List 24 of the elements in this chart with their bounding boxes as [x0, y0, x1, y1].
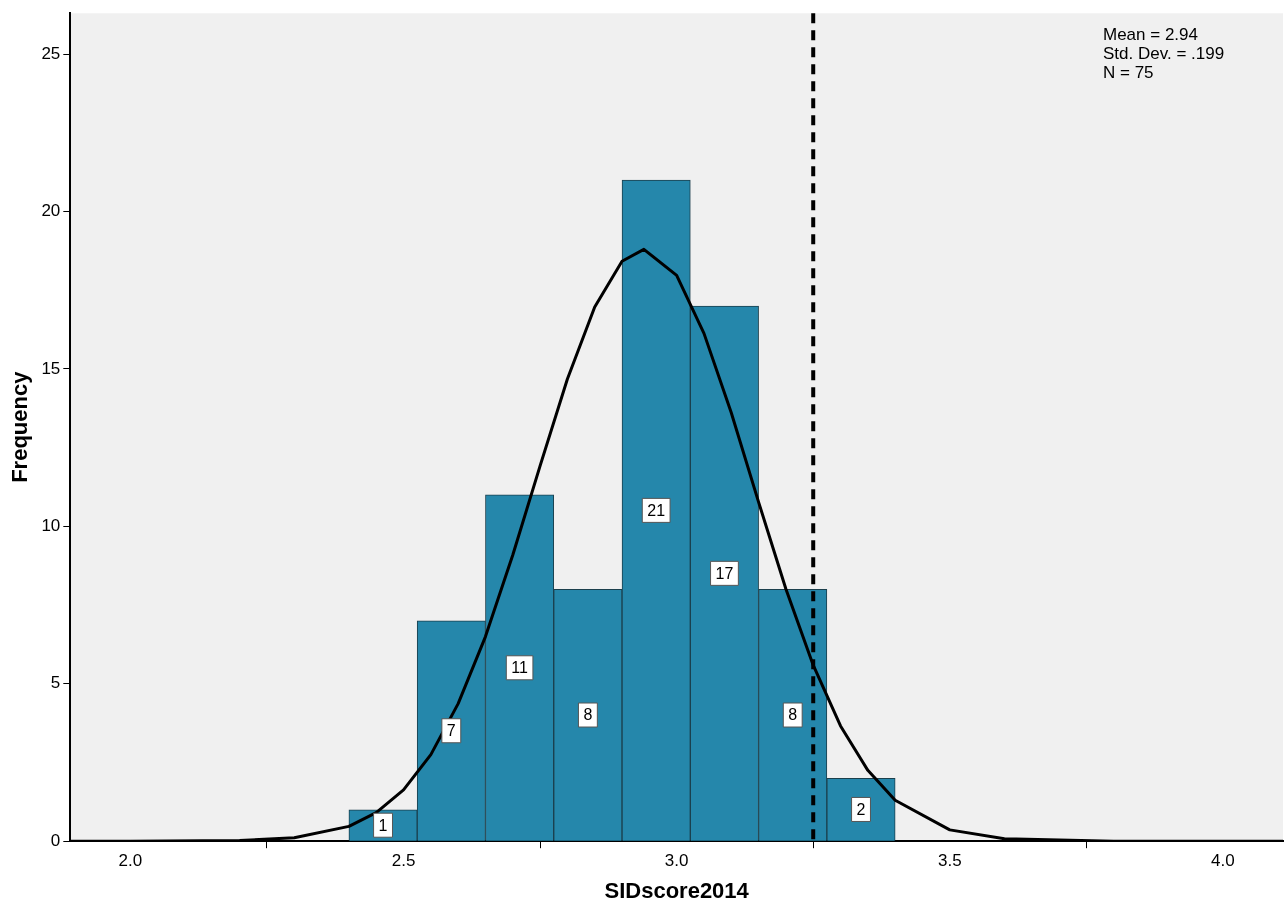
- x-tick-label: 3.5: [937, 851, 962, 871]
- data-label: 8: [788, 706, 798, 724]
- data-label: 1: [378, 816, 388, 834]
- x-axis-title: SIDscore2014: [604, 877, 750, 903]
- data-label: 11: [511, 659, 529, 677]
- y-tick-label: 0: [50, 830, 61, 850]
- y-tick-label: 25: [41, 43, 61, 63]
- data-label: 17: [715, 564, 734, 582]
- data-label: 8: [583, 706, 593, 724]
- y-tick-label: 10: [41, 516, 61, 536]
- annotation: N = 75: [1103, 63, 1154, 83]
- y-axis-title: Frequency: [7, 370, 33, 483]
- data-label: 2: [856, 800, 866, 818]
- y-tick-label: 20: [41, 201, 61, 221]
- data-label: 7: [446, 722, 456, 740]
- x-tick-label: 2.0: [118, 851, 143, 871]
- x-tick-label: 3.0: [664, 851, 689, 871]
- y-tick-label: 5: [50, 673, 61, 693]
- x-tick-label: 2.5: [391, 851, 416, 871]
- data-label: 21: [647, 501, 666, 519]
- y-tick-label: 15: [41, 358, 61, 378]
- annotation: Std. Dev. = .199: [1103, 44, 1225, 64]
- annotation: Mean = 2.94: [1103, 25, 1198, 45]
- x-tick-label: 4.0: [1211, 851, 1235, 871]
